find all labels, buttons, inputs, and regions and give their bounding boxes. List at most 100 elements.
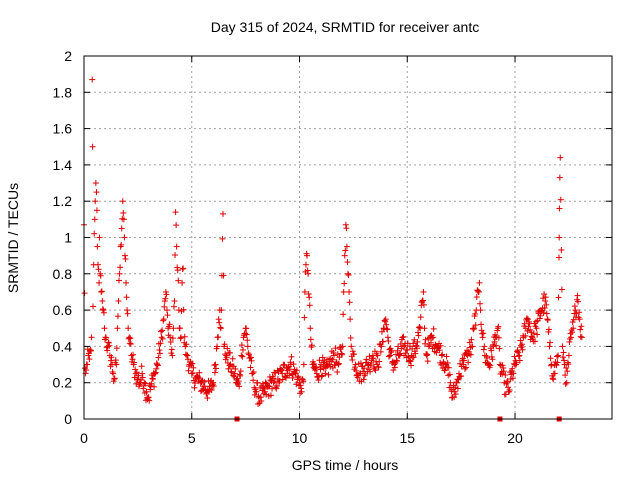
data-point: [306, 302, 313, 309]
data-point: [524, 316, 531, 323]
data-point: [462, 364, 469, 371]
data-point: [430, 325, 437, 332]
data-point: [500, 368, 507, 375]
data-point: [315, 377, 322, 384]
data-point: [335, 360, 342, 367]
data-point: [528, 329, 535, 336]
data-point: [474, 287, 481, 294]
data-point: [95, 261, 102, 268]
data-point: [127, 335, 134, 342]
data-point: [342, 221, 349, 228]
data-point: [361, 365, 368, 372]
data-point: [152, 370, 159, 377]
data-point: [460, 361, 467, 368]
y-tick-label: 1.2: [53, 193, 73, 209]
data-point: [214, 343, 221, 350]
data-point: [235, 378, 242, 385]
data-point: [502, 391, 509, 398]
data-point: [118, 241, 125, 248]
data-point: [129, 356, 136, 363]
data-point: [452, 391, 459, 398]
data-point: [289, 374, 296, 381]
data-point: [90, 303, 97, 310]
data-point: [244, 337, 251, 344]
data-point: [445, 364, 452, 371]
data-point: [380, 338, 387, 345]
data-point: [414, 338, 421, 345]
data-point: [146, 397, 153, 404]
data-point: [227, 349, 234, 356]
data-point: [121, 252, 128, 259]
data-point: [282, 374, 289, 381]
data-point: [454, 385, 461, 392]
data-point: [399, 334, 406, 341]
data-point: [139, 370, 146, 377]
data-point: [143, 388, 150, 395]
data-point: [273, 385, 280, 392]
data-point: [452, 384, 459, 391]
data-point: [524, 327, 531, 334]
data-point: [443, 353, 450, 360]
data-point: [557, 196, 564, 203]
data-point: [238, 352, 245, 359]
data-point: [219, 235, 226, 242]
data-point: [243, 331, 250, 338]
data-point: [248, 354, 255, 361]
data-point: [576, 316, 583, 323]
data-point: [229, 355, 236, 362]
data-point: [167, 334, 174, 341]
data-point: [404, 347, 411, 354]
data-point: [486, 361, 493, 368]
data-point: [340, 288, 347, 295]
data-point: [531, 338, 538, 345]
data-point: [91, 230, 98, 237]
x-tick-label: 20: [507, 430, 523, 446]
data-point: [317, 366, 324, 373]
data-point: [295, 374, 302, 381]
y-tick-label: 0.4: [53, 338, 73, 354]
data-point: [93, 189, 100, 196]
data-point: [220, 210, 227, 217]
data-point: [385, 338, 392, 345]
data-point: [111, 375, 118, 382]
data-point: [163, 291, 170, 298]
data-point: [451, 394, 458, 401]
data-point: [294, 373, 301, 380]
data-point: [555, 254, 562, 261]
data-point: [103, 334, 110, 341]
data-point: [113, 361, 120, 368]
y-tick-label: 0: [64, 411, 72, 427]
data-point: [536, 315, 543, 322]
data-point: [93, 207, 100, 214]
data-point: [244, 343, 251, 350]
data-point: [570, 325, 577, 332]
data-point: [166, 321, 173, 328]
data-point: [413, 345, 420, 352]
data-point: [352, 364, 359, 371]
data-point: [422, 340, 429, 347]
data-point: [147, 386, 154, 393]
data-point: [213, 365, 219, 372]
data-point: [228, 368, 235, 375]
data-point: [151, 383, 158, 390]
data-point: [408, 362, 415, 369]
data-point: [176, 325, 183, 332]
data-point: [116, 270, 123, 277]
data-points: [81, 76, 585, 422]
plot-frame: [83, 55, 613, 420]
data-point: [131, 359, 138, 366]
data-point: [352, 361, 359, 368]
data-point: [472, 310, 479, 317]
data-point: [393, 357, 400, 364]
data-point: [514, 348, 521, 355]
data-point: [163, 307, 170, 314]
data-point: [578, 323, 585, 330]
data-point: [263, 391, 270, 398]
data-point: [334, 351, 341, 358]
data-point: [381, 317, 388, 324]
data-point: [89, 143, 96, 150]
data-point: [124, 307, 131, 314]
data-point: [338, 350, 345, 357]
data-point: [360, 376, 367, 383]
data-point: [574, 292, 581, 299]
